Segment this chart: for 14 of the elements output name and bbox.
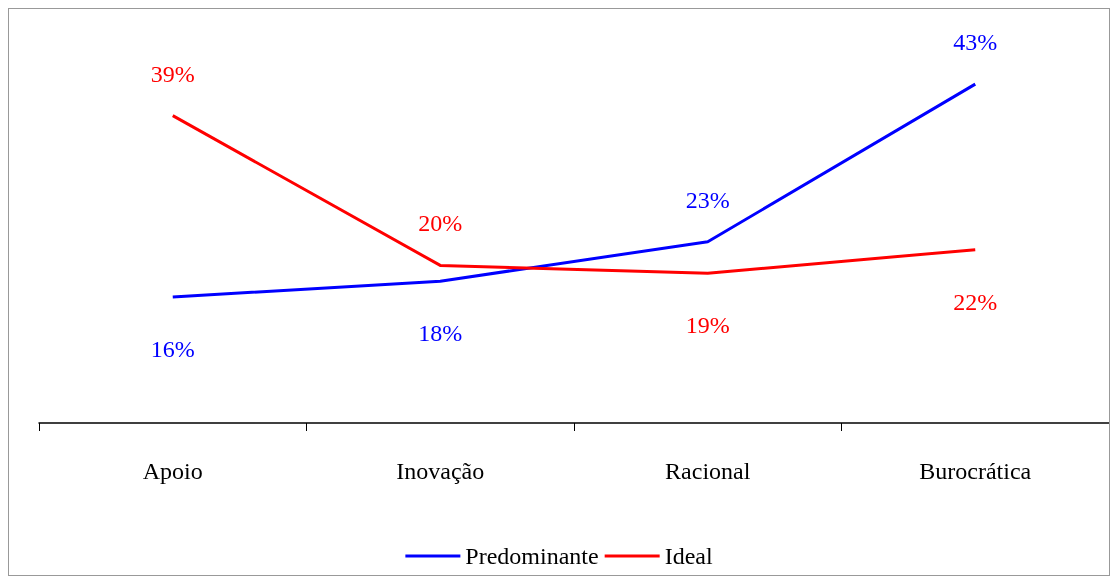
x-tick-label: Apoio [142, 458, 203, 484]
x-tick-label: Racional [665, 458, 751, 484]
data-label: 16% [150, 335, 195, 362]
data-label: 23% [685, 186, 730, 213]
x-tick-label: Burocrática [919, 458, 1032, 484]
legend-label: Predominante [465, 543, 599, 569]
legend-label: Ideal [664, 543, 713, 569]
data-label: 39% [150, 60, 195, 87]
data-label: 22% [953, 288, 998, 315]
data-label: 18% [418, 320, 463, 347]
data-label: 20% [418, 210, 463, 237]
data-label: 43% [953, 29, 998, 56]
data-label: 19% [685, 312, 730, 339]
x-tick-label: Inovação [396, 458, 485, 484]
